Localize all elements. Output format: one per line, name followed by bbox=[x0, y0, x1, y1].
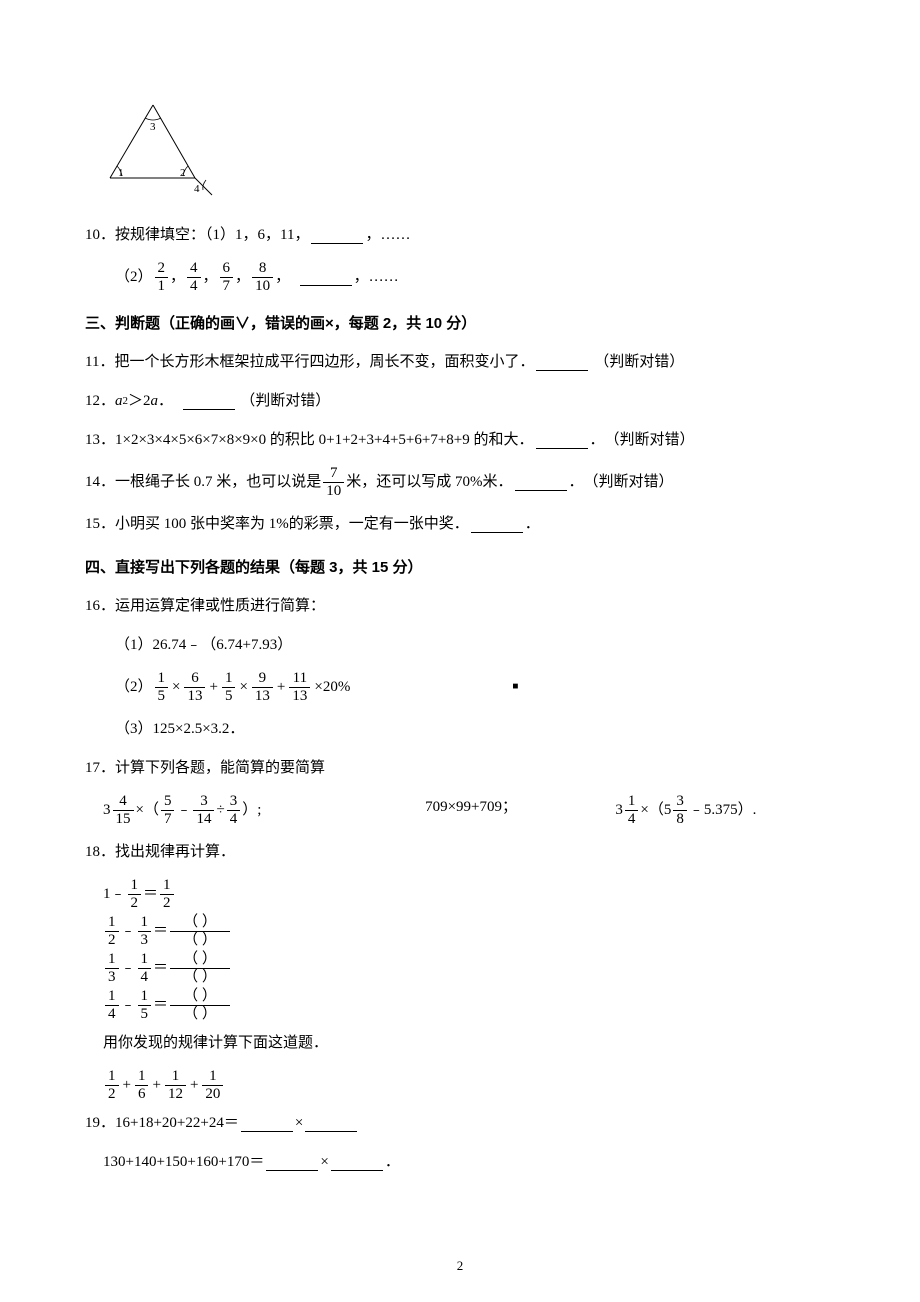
q19-num: 19 bbox=[85, 1110, 100, 1137]
q17-exprs: 3415×（57﹣314÷34）; 709×99+709； 314×（538﹣5… bbox=[103, 794, 835, 827]
q11-text: ．把一个长方形木框架拉成平行四边形，周长不变，面积变小了． bbox=[99, 349, 534, 376]
q12-pre: ． bbox=[100, 388, 115, 415]
question-14: 14．一根绳子长 0.7 米，也可以说是 710 米，还可以写成 70%米． ．（… bbox=[85, 466, 835, 499]
q18-line4: 14﹣15＝（ ）（ ） bbox=[103, 989, 835, 1022]
q12-a1: a bbox=[115, 388, 123, 415]
q14-text1: ．一根绳子长 0.7 米，也可以说是 bbox=[100, 469, 321, 496]
question-19a: 19．16+18+20+22+24＝ × bbox=[85, 1110, 835, 1137]
q16-f6: 913 bbox=[252, 671, 273, 704]
q19-dot: ． bbox=[385, 1149, 400, 1176]
q12-gt: ＞2 bbox=[128, 388, 151, 415]
q14-frac: 710 bbox=[323, 466, 344, 499]
q10-frac-2: 67 bbox=[220, 261, 234, 294]
q13-text: ．1×2×3×4×5×6×7×8×9×0 的积比 0+1+2+3+4+5+6+7… bbox=[100, 427, 534, 454]
q12-tail: （判断对错） bbox=[240, 388, 330, 415]
q11-num: 11 bbox=[85, 349, 99, 376]
q14-dot: ． bbox=[569, 469, 584, 496]
q14-text2: 米，还可以写成 70%米． bbox=[346, 469, 512, 496]
q14-blank bbox=[515, 474, 567, 491]
q18-sum: 12+16+112+120 bbox=[103, 1069, 835, 1102]
q15-num: 15 bbox=[85, 511, 100, 538]
q11-blank bbox=[536, 354, 588, 371]
q16-num: 16 bbox=[85, 593, 100, 620]
q19-blank3 bbox=[266, 1154, 318, 1171]
q17-expr2: 709×99+709； bbox=[425, 794, 615, 827]
q14-tail: （判断对错） bbox=[584, 469, 674, 496]
q12-a2: a bbox=[151, 388, 159, 415]
figure-triangle: 3 1 2 4 bbox=[100, 100, 835, 210]
q10-blank2 bbox=[300, 269, 352, 286]
q12-blank bbox=[183, 393, 235, 410]
q18-line1: 1﹣12＝12 bbox=[103, 878, 835, 911]
q16-sub3: （3）125×2.5×3.2． bbox=[115, 716, 835, 743]
svg-text:4: 4 bbox=[194, 183, 200, 195]
q19-mul2: × bbox=[320, 1149, 328, 1176]
q17-num: 17 bbox=[85, 755, 100, 782]
q16-s2-pre: （2） bbox=[115, 674, 153, 701]
q10-num: 10 bbox=[85, 222, 100, 249]
svg-text:1: 1 bbox=[118, 167, 124, 179]
q16-f8: 1113 bbox=[289, 671, 310, 704]
q10-frac-0: 21 bbox=[155, 261, 169, 294]
question-17: 17．计算下列各题，能简算的要简算 bbox=[85, 755, 835, 782]
page-number: 2 bbox=[0, 1254, 920, 1277]
q18-text: ．找出规律再计算． bbox=[100, 839, 235, 866]
q10-sub2-label: （2） bbox=[115, 264, 153, 291]
q15-blank bbox=[471, 516, 523, 533]
q19-blank1 bbox=[241, 1115, 293, 1132]
q14-num: 14 bbox=[85, 469, 100, 496]
q16-text: ．运用运算定律或性质进行简算： bbox=[100, 593, 325, 620]
question-19b: 130+140+150+160+170＝ × ． bbox=[103, 1149, 835, 1176]
q10-blank1 bbox=[311, 227, 363, 244]
q18-prompt: 用你发现的规律计算下面这道题． bbox=[103, 1030, 835, 1057]
q17-expr1: 3415×（57﹣314÷34）; bbox=[103, 794, 425, 827]
svg-text:3: 3 bbox=[150, 121, 156, 133]
question-10-sub2: （2） 21， 44， 67， 810， ，…… bbox=[115, 261, 835, 294]
q19-blank4 bbox=[331, 1154, 383, 1171]
q10-text2: ，…… bbox=[365, 222, 410, 249]
q18-line3: 13﹣14＝（ ）（ ） bbox=[103, 952, 835, 985]
q13-dot: ． bbox=[590, 427, 605, 454]
question-12: 12．a2＞2a． （判断对错） bbox=[85, 388, 835, 415]
q10-text3: ，…… bbox=[354, 264, 399, 291]
center-dot-icon: ■ bbox=[512, 678, 518, 696]
q12-dot: ． bbox=[158, 388, 173, 415]
q13-num: 13 bbox=[85, 427, 100, 454]
question-15: 15．小明买 100 张中奖率为 1%的彩票，一定有一张中奖． ． bbox=[85, 511, 835, 538]
q10-frac-1: 44 bbox=[187, 261, 201, 294]
question-10: 10．按规律填空：（1）1，6，11， ，…… bbox=[85, 222, 835, 249]
q19-text2: 130+140+150+160+170＝ bbox=[103, 1149, 264, 1176]
q11-tail: （判断对错） bbox=[594, 349, 684, 376]
q19-mul1: × bbox=[295, 1110, 303, 1137]
question-16: 16．运用运算定律或性质进行简算： bbox=[85, 593, 835, 620]
q12-num: 12 bbox=[85, 388, 100, 415]
section-3-heading: 三、判断题（正确的画∨，错误的画×，每题 2，共 10 分） bbox=[85, 310, 835, 337]
question-11: 11．把一个长方形木框架拉成平行四边形，周长不变，面积变小了． （判断对错） bbox=[85, 349, 835, 376]
q16-f2: 613 bbox=[184, 671, 205, 704]
q16-f4: 15 bbox=[222, 671, 236, 704]
q18-line2: 12﹣13＝（ ）（ ） bbox=[103, 915, 835, 948]
q15-dot: ． bbox=[525, 511, 540, 538]
q19-blank2 bbox=[305, 1115, 357, 1132]
q15-text: ．小明买 100 张中奖率为 1%的彩票，一定有一张中奖． bbox=[100, 511, 469, 538]
q16-sub1: （1）26.74﹣（6.74+7.93） bbox=[115, 632, 835, 659]
section-4-heading: 四、直接写出下列各题的结果（每题 3，共 15 分） bbox=[85, 554, 835, 581]
q16-f0: 15 bbox=[155, 671, 169, 704]
q19-text1: ．16+18+20+22+24＝ bbox=[100, 1110, 239, 1137]
svg-text:2: 2 bbox=[180, 167, 186, 179]
q17-expr3: 314×（538﹣5.375）. bbox=[615, 794, 835, 827]
q17-text: ．计算下列各题，能简算的要简算 bbox=[100, 755, 325, 782]
q18-num: 18 bbox=[85, 839, 100, 866]
question-18: 18．找出规律再计算． bbox=[85, 839, 835, 866]
q10-text1: ．按规律填空：（1）1，6，11， bbox=[100, 222, 309, 249]
q16-sub2: （2） 15×613+15×913+1113×20% ■ bbox=[115, 671, 835, 704]
question-13: 13．1×2×3×4×5×6×7×8×9×0 的积比 0+1+2+3+4+5+6… bbox=[85, 427, 835, 454]
q10-frac-3: 810 bbox=[252, 261, 273, 294]
triangle-svg: 3 1 2 4 bbox=[100, 100, 220, 200]
q13-tail: （判断对错） bbox=[605, 427, 695, 454]
q13-blank bbox=[536, 432, 588, 449]
